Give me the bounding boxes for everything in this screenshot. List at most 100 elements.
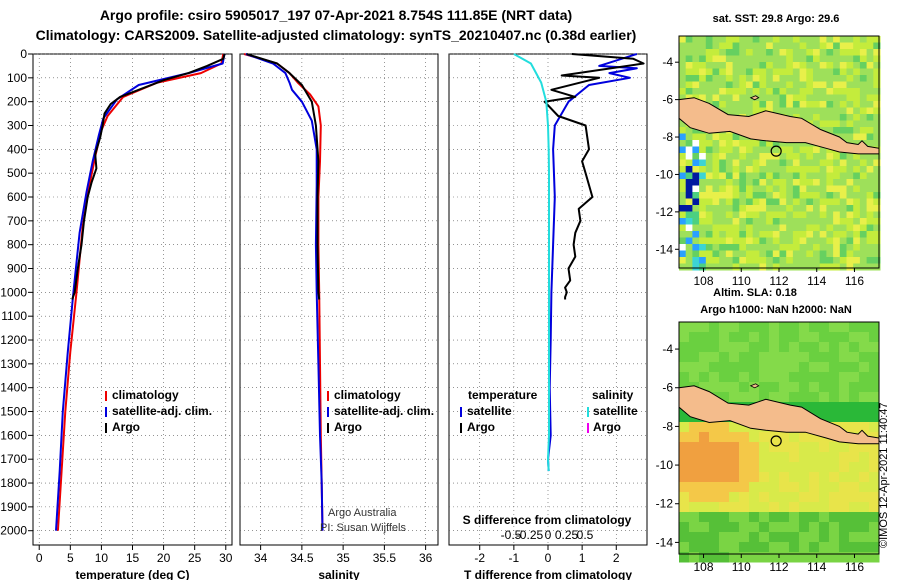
- sla-map-cell: [679, 472, 690, 483]
- sst-map-cell: [806, 218, 814, 225]
- sst-map-cell: [725, 68, 734, 76]
- sst-map-cell: [725, 263, 734, 271]
- sst-map-cell: [813, 257, 821, 264]
- sla-map-cell: [689, 322, 700, 333]
- sst-map-cell: [799, 88, 807, 95]
- temp-series-argo: [71, 53, 226, 300]
- sst-map-cell: [699, 68, 707, 76]
- sst-map-cell: [853, 49, 861, 56]
- sst-map-cell: [826, 153, 834, 160]
- sst-map-cell: [752, 55, 760, 63]
- sla-map-cell: [729, 442, 740, 453]
- sst-map-cell: [792, 146, 801, 154]
- depth-y-tick-label: 900: [7, 262, 27, 276]
- sst-map-cell: [799, 146, 807, 154]
- sla-map-cell: [849, 392, 860, 403]
- sst-map-cell: [846, 244, 854, 251]
- sst-map-cell: [799, 42, 807, 50]
- sst-map-cell: [846, 192, 854, 199]
- sst-map-cell: [705, 166, 713, 173]
- sla-map-cell: [779, 432, 790, 443]
- sst-map-cell: [772, 224, 780, 232]
- sst-map-cell: [752, 62, 760, 69]
- sst-map-cell: [799, 198, 807, 206]
- sla-map-cell: [869, 332, 880, 343]
- sst-map-cell: [679, 179, 687, 186]
- sla-map-cell: [719, 492, 730, 503]
- sst-map-cell: [873, 237, 881, 245]
- sla-map-cell: [799, 432, 810, 443]
- temp-x-axis-label: temperature (deg C): [75, 568, 189, 580]
- sst-map-cell: [705, 244, 713, 251]
- sst-map-cell: [685, 49, 693, 56]
- sst-map-cell: [813, 49, 821, 56]
- sal-legend-label: satellite-adj. clim.: [334, 404, 434, 418]
- sst-map-cell: [692, 231, 700, 238]
- sla-map-cell: [749, 432, 760, 443]
- sst-map-cell: [679, 263, 687, 271]
- sst-map-cell: [839, 192, 847, 199]
- sst-map-cell: [839, 250, 847, 258]
- sst-map-cell: [772, 146, 780, 154]
- sla-map-cell: [869, 492, 880, 503]
- sst-map-cell: [799, 81, 807, 89]
- sst-map-cell: [699, 211, 707, 219]
- sst-map-cell: [792, 231, 801, 238]
- sla-map-cell: [789, 342, 800, 353]
- sst-map-cell: [732, 211, 740, 219]
- sst-map-island: [749, 95, 760, 101]
- sla-map-cell: [839, 362, 850, 373]
- sst-map-cell: [866, 133, 874, 141]
- sst-map-cell: [839, 42, 847, 50]
- diff-x-tick-label: -1: [509, 551, 520, 565]
- sst-map-cell: [839, 166, 847, 173]
- sst-map-cell: [732, 224, 740, 232]
- sst-map-cell: [792, 140, 801, 147]
- sst-map-cell: [732, 68, 740, 76]
- sst-map-cell: [699, 257, 707, 264]
- sst-map-cell: [752, 185, 760, 193]
- sla-map-cell: [719, 342, 730, 353]
- diff-s-tick-label: 0.5: [577, 528, 594, 542]
- sst-map-cell: [719, 133, 727, 141]
- sst-map-cell: [779, 94, 787, 102]
- sst-map-cell: [752, 224, 760, 232]
- sst-map-cell: [712, 88, 720, 95]
- sst-map-cell: [679, 198, 687, 206]
- sla-map-cell: [699, 542, 710, 553]
- sla-map-cell: [819, 372, 830, 383]
- sla-map-cell: [809, 382, 820, 393]
- sst-map-cell: [806, 36, 814, 43]
- sst-map-cell: [813, 120, 821, 128]
- sst-map-cell: [859, 36, 868, 43]
- sst-map-cell: [833, 88, 841, 95]
- sst-map-cell: [833, 114, 841, 121]
- sla-map-cell: [839, 462, 850, 473]
- sla-map-cell: [739, 342, 750, 353]
- sla-map-cell: [689, 522, 700, 533]
- sst-map-cell: [779, 250, 787, 258]
- sal-x-tick-label: 35.5: [373, 551, 397, 565]
- sla-map-cell: [739, 382, 750, 393]
- sst-map-cell: [732, 172, 740, 180]
- sla-map-cell: [839, 522, 850, 533]
- sst-map-cell: [779, 218, 787, 225]
- sst-map-cell: [853, 159, 861, 167]
- sst-map-cell: [766, 211, 774, 219]
- sst-map-cell: [819, 75, 827, 82]
- sst-argo-marker: [770, 145, 782, 157]
- sst-map-cell: [685, 237, 693, 245]
- sst-map-cell: [846, 231, 854, 238]
- sst-map-cell: [833, 36, 841, 43]
- sst-map-cell: [752, 166, 760, 173]
- sla-map-cell: [719, 512, 730, 523]
- sst-map-cell: [746, 237, 754, 245]
- sst-map-cell: [685, 81, 693, 89]
- sst-map-cell: [873, 62, 881, 69]
- sst-map-cell: [826, 257, 834, 264]
- sst-map-cell: [786, 244, 794, 251]
- sla-map-cell: [709, 532, 720, 543]
- sst-map-cell: [813, 42, 821, 50]
- sst-map-cell: [766, 159, 774, 167]
- sst-map-cell: [746, 62, 754, 69]
